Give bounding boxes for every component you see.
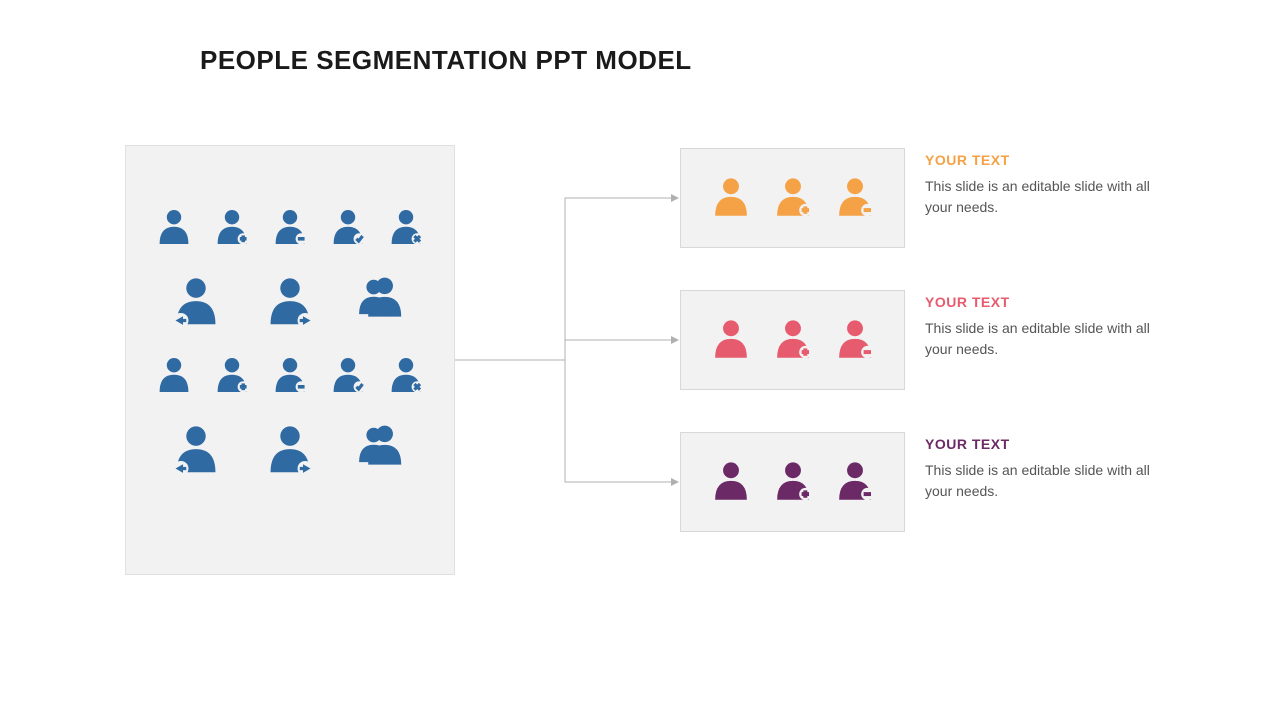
- person-check-icon: [328, 206, 368, 246]
- person-minus-icon: [833, 458, 877, 502]
- person-minus-icon: [833, 316, 877, 360]
- segment-box-3: [680, 432, 905, 532]
- person-pair-icon: [357, 421, 411, 475]
- person-icon: [709, 174, 753, 223]
- segment-text-3: YOUR TEXT This slide is an editable slide…: [925, 436, 1165, 502]
- segment-box-1: [680, 148, 905, 248]
- person-x-icon: [386, 206, 426, 251]
- person-icon: [154, 206, 194, 246]
- person-left-icon: [169, 273, 223, 332]
- person-x-icon: [386, 206, 426, 246]
- person-icon: [709, 458, 753, 502]
- person-right-icon: [263, 421, 317, 475]
- person-left-icon: [169, 421, 223, 475]
- person-right-icon: [263, 421, 317, 480]
- segment-body: This slide is an editable slide with all…: [925, 318, 1165, 360]
- person-right-icon: [263, 273, 317, 332]
- person-plus-icon: [212, 206, 252, 251]
- person-left-icon: [169, 421, 223, 480]
- source-population-box: [125, 145, 455, 575]
- segment-title: YOUR TEXT: [925, 152, 1165, 168]
- person-minus-icon: [833, 458, 877, 507]
- person-minus-icon: [270, 206, 310, 246]
- person-plus-icon: [771, 458, 815, 507]
- person-minus-icon: [833, 174, 877, 218]
- person-left-icon: [169, 273, 223, 327]
- page-title: PEOPLE SEGMENTATION PPT MODEL: [200, 45, 692, 76]
- person-plus-icon: [771, 174, 815, 218]
- person-pair-icon: [357, 421, 411, 480]
- person-plus-icon: [212, 354, 252, 394]
- segment-title: YOUR TEXT: [925, 294, 1165, 310]
- person-plus-icon: [212, 206, 252, 246]
- person-icon: [709, 458, 753, 507]
- segment-text-1: YOUR TEXT This slide is an editable slide…: [925, 152, 1165, 218]
- person-minus-icon: [270, 354, 310, 399]
- connector-lines: [455, 145, 680, 575]
- person-icon: [709, 174, 753, 218]
- segment-body: This slide is an editable slide with all…: [925, 460, 1165, 502]
- person-pair-icon: [357, 273, 411, 327]
- person-pair-icon: [357, 273, 411, 332]
- segment-box-2: [680, 290, 905, 390]
- person-x-icon: [386, 354, 426, 399]
- person-icon: [709, 316, 753, 360]
- person-minus-icon: [833, 316, 877, 365]
- source-row: [146, 273, 434, 332]
- person-plus-icon: [212, 354, 252, 399]
- person-minus-icon: [270, 206, 310, 251]
- person-minus-icon: [270, 354, 310, 394]
- person-right-icon: [263, 273, 317, 327]
- segment-text-2: YOUR TEXT This slide is an editable slide…: [925, 294, 1165, 360]
- segment-title: YOUR TEXT: [925, 436, 1165, 452]
- source-row: [146, 206, 434, 251]
- segment-body: This slide is an editable slide with all…: [925, 176, 1165, 218]
- person-plus-icon: [771, 316, 815, 360]
- person-plus-icon: [771, 458, 815, 502]
- person-check-icon: [328, 354, 368, 399]
- person-minus-icon: [833, 174, 877, 223]
- person-icon: [154, 206, 194, 251]
- person-plus-icon: [771, 174, 815, 223]
- person-x-icon: [386, 354, 426, 394]
- person-icon: [154, 354, 194, 394]
- source-row: [146, 421, 434, 480]
- source-row: [146, 354, 434, 399]
- person-check-icon: [328, 354, 368, 394]
- person-icon: [154, 354, 194, 399]
- person-plus-icon: [771, 316, 815, 365]
- person-icon: [709, 316, 753, 365]
- person-check-icon: [328, 206, 368, 251]
